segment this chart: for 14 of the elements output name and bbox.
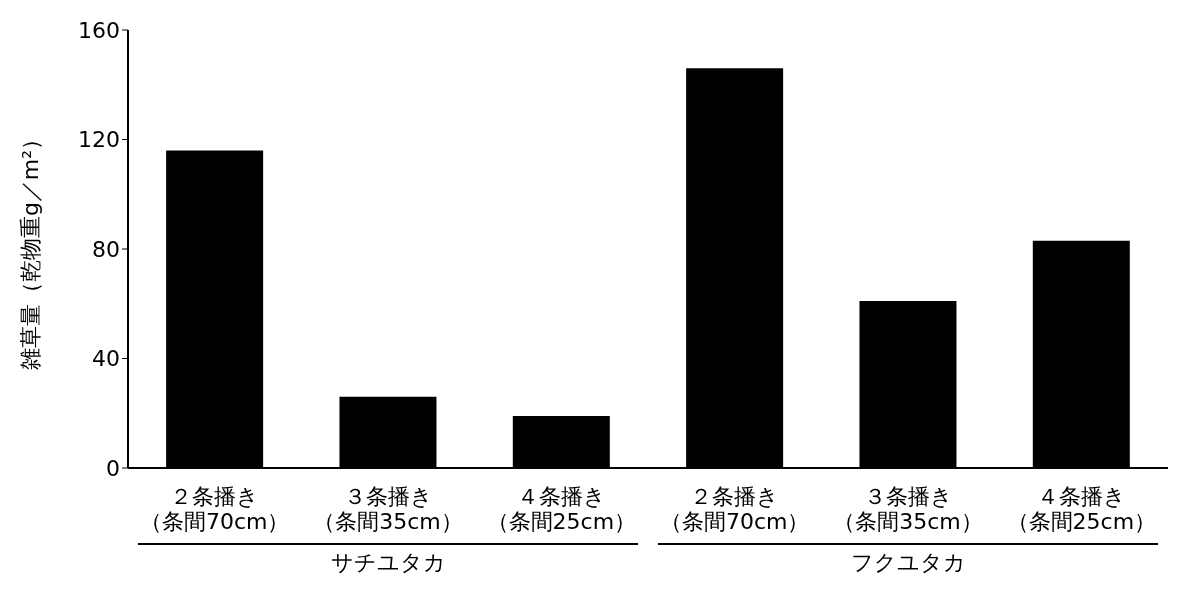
- y-tick-label: 120: [78, 127, 120, 153]
- y-tick-label: 0: [106, 455, 120, 481]
- y-tick-label: 40: [92, 346, 120, 372]
- x-tick-label: ４条播き（条間25cm）: [1006, 483, 1157, 535]
- text: フクユタカ: [849, 549, 967, 577]
- x-tick-label: ４条播き（条間25cm）: [486, 483, 637, 535]
- y-axis-title: 雑草量（乾物重g／m²）: [17, 127, 43, 371]
- y-tick-label: 80: [92, 236, 120, 262]
- x-tick-label: ２条播き（条間70cm）: [139, 483, 290, 535]
- x-tick-label: ３条播き（条間35cm）: [313, 483, 463, 535]
- x-tick-label: ２条播き（条間70cm）: [659, 483, 810, 535]
- x-tick-label: ３条播き（条間35cm）: [833, 483, 983, 535]
- text: サチユタカ: [329, 549, 447, 577]
- y-tick-label: 160: [78, 17, 120, 43]
